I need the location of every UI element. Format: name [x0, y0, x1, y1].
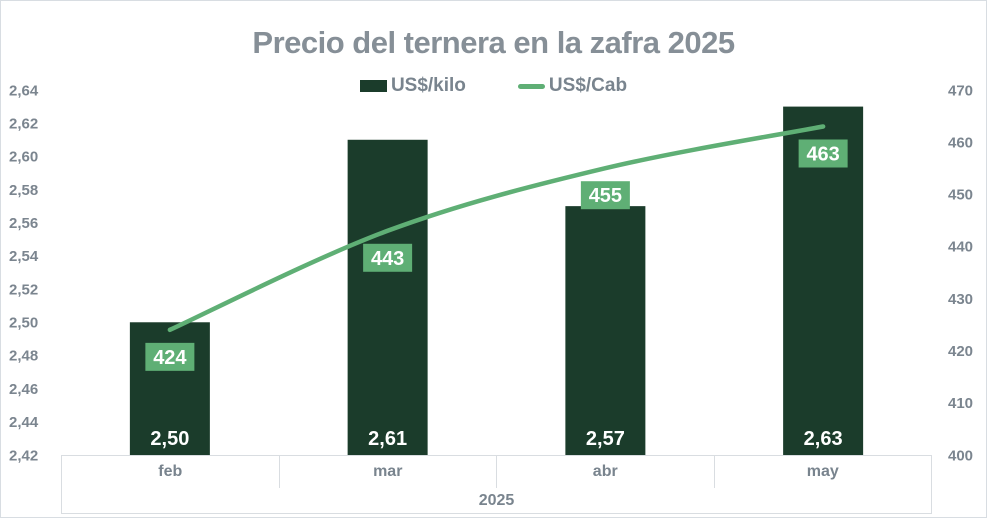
point-label-text: 463 — [806, 144, 839, 166]
y-axis-left-tick: 2,58 — [9, 182, 38, 199]
bar-mar — [347, 139, 428, 456]
bar-value-label: 2,61 — [368, 428, 407, 450]
y-axis-left-tick: 2,64 — [9, 82, 39, 99]
bar-value-label: 2,57 — [586, 428, 625, 450]
point-label-box — [798, 139, 848, 168]
y-axis-right-tick: 470 — [948, 82, 973, 99]
y-axis-left-tick: 2,50 — [9, 315, 38, 332]
legend: US$/kilo US$/Cab — [1, 75, 986, 97]
x-axis-month-mar: mar — [280, 456, 497, 488]
line-series-swatch-icon — [517, 83, 545, 89]
bar-series-swatch-icon — [359, 80, 387, 92]
point-label-text: 424 — [153, 347, 187, 369]
y-axis-right-tick: 450 — [948, 187, 973, 204]
x-axis-month-may: may — [806, 463, 839, 480]
x-axis-year-label: 2025 — [478, 491, 515, 509]
point-label-text: 455 — [589, 185, 622, 207]
x-axis-months-row: feb mar abr may — [62, 456, 931, 488]
legend-label-uskilo: US$/kilo — [390, 75, 466, 96]
y-axis-left-tick: 2,60 — [9, 149, 38, 166]
y-axis-left-tick: 2,42 — [9, 447, 38, 464]
y-axis-left-tick: 2,46 — [9, 381, 38, 398]
point-label-text: 443 — [371, 248, 404, 270]
y-axis-left-tick: 2,62 — [9, 115, 38, 132]
y-axis-left-tick: 2,56 — [9, 215, 38, 232]
y-axis-right-tick: 440 — [948, 239, 973, 256]
y-axis-left-tick: 2,48 — [9, 348, 38, 365]
point-label-box — [145, 342, 195, 371]
y-axis-right-tick: 430 — [948, 291, 973, 308]
chart-title: Precio del ternera en la zafra 2025 — [252, 25, 735, 60]
bar-value-label: 2,63 — [804, 428, 843, 450]
y-axis-left-tick: 2,54 — [9, 248, 39, 265]
x-axis-month-abr: abr — [497, 456, 715, 488]
y-axis-right-tick: 460 — [948, 134, 973, 151]
y-axis-right-tick: 420 — [948, 343, 973, 360]
legend-label-uscab: US$/Cab — [548, 75, 628, 96]
point-label-box — [580, 181, 630, 210]
point-label-box — [363, 243, 413, 272]
x-axis-band: feb mar abr may 2025 — [61, 455, 932, 514]
y-axis-right-tick: 410 — [948, 395, 973, 412]
bar-abr — [565, 206, 646, 455]
bar-value-label: 2,50 — [150, 428, 189, 450]
y-axis-left-tick: 2,52 — [9, 281, 38, 298]
legend-item-uskilo: US$/kilo — [359, 75, 466, 97]
x-axis-year-row: 2025 — [62, 488, 931, 513]
cab-line — [167, 124, 826, 333]
x-axis-month-feb: feb — [62, 456, 280, 488]
y-axis-right-tick: 400 — [948, 447, 973, 464]
legend-item-uscab: US$/Cab — [517, 75, 628, 97]
y-axis-left-tick: 2,44 — [9, 414, 39, 431]
